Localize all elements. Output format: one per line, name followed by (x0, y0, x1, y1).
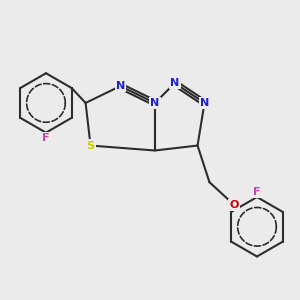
Text: N: N (116, 81, 125, 91)
Text: S: S (87, 140, 94, 151)
Text: N: N (170, 78, 179, 88)
Text: O: O (230, 200, 239, 210)
Text: N: N (200, 98, 209, 108)
Text: F: F (42, 133, 50, 142)
Text: F: F (253, 187, 261, 197)
Text: N: N (150, 98, 160, 108)
